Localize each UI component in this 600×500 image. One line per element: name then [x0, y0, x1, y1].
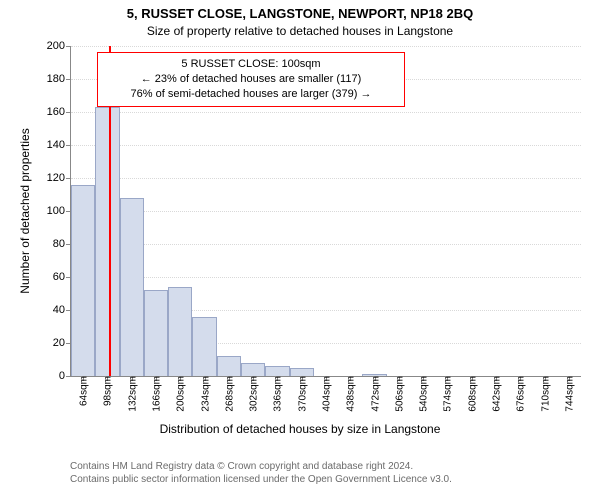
bar [71, 185, 95, 376]
xtick-label: 302sqm [247, 376, 260, 412]
annotation-line-2: ← 23% of detached houses are smaller (11… [106, 72, 396, 87]
bar [217, 356, 241, 376]
plot-area: 02040608010012014016018020064sqm98sqm132… [70, 46, 581, 377]
ytick-label: 160 [47, 106, 71, 118]
ytick-label: 20 [53, 337, 71, 349]
annotation-line-3: 76% of semi-detached houses are larger (… [106, 87, 396, 102]
ytick-label: 120 [47, 172, 71, 184]
bar [144, 290, 168, 376]
bar [120, 198, 144, 376]
xtick-label: 166sqm [150, 376, 163, 412]
x-axis-label: Distribution of detached houses by size … [0, 422, 600, 436]
gridline-h [71, 178, 581, 179]
xtick-label: 540sqm [417, 376, 430, 412]
xtick-label: 404sqm [320, 376, 333, 412]
chart-subtitle: Size of property relative to detached ho… [0, 24, 600, 38]
bar [241, 363, 265, 376]
footer-line-2: Contains public sector information licen… [70, 473, 452, 486]
gridline-h [71, 277, 581, 278]
ytick-label: 200 [47, 40, 71, 52]
xtick-label: 438sqm [344, 376, 357, 412]
bar [168, 287, 192, 376]
bar [265, 366, 289, 376]
xtick-label: 336sqm [271, 376, 284, 412]
xtick-label: 642sqm [490, 376, 503, 412]
gridline-h [71, 145, 581, 146]
ytick-label: 0 [59, 370, 71, 382]
bar [192, 317, 216, 376]
annotation-line-1: 5 RUSSET CLOSE: 100sqm [106, 57, 396, 72]
xtick-label: 676sqm [514, 376, 527, 412]
xtick-label: 132sqm [125, 376, 138, 412]
y-axis-label: Number of detached properties [18, 128, 32, 293]
ytick-label: 100 [47, 205, 71, 217]
gridline-h [71, 211, 581, 212]
annotation-box: 5 RUSSET CLOSE: 100sqm ← 23% of detached… [97, 52, 405, 107]
xtick-label: 64sqm [77, 376, 90, 406]
xtick-label: 472sqm [368, 376, 381, 412]
bar [362, 374, 386, 376]
xtick-label: 268sqm [222, 376, 235, 412]
ytick-label: 40 [53, 304, 71, 316]
bar [95, 107, 119, 376]
ytick-label: 180 [47, 73, 71, 85]
gridline-h [71, 46, 581, 47]
ytick-label: 140 [47, 139, 71, 151]
xtick-label: 200sqm [174, 376, 187, 412]
ytick-label: 60 [53, 271, 71, 283]
xtick-label: 608sqm [465, 376, 478, 412]
xtick-label: 744sqm [562, 376, 575, 412]
bar [290, 368, 314, 376]
chart-title: 5, RUSSET CLOSE, LANGSTONE, NEWPORT, NP1… [0, 6, 600, 21]
footer-line-1: Contains HM Land Registry data © Crown c… [70, 460, 452, 473]
xtick-label: 506sqm [392, 376, 405, 412]
xtick-label: 98sqm [101, 376, 114, 406]
gridline-h [71, 112, 581, 113]
ytick-label: 80 [53, 238, 71, 250]
footer-text: Contains HM Land Registry data © Crown c… [70, 460, 452, 486]
xtick-label: 370sqm [295, 376, 308, 412]
chart-container: { "title": { "text": "5, RUSSET CLOSE, L… [0, 0, 600, 500]
xtick-label: 574sqm [441, 376, 454, 412]
xtick-label: 234sqm [198, 376, 211, 412]
xtick-label: 710sqm [538, 376, 551, 412]
gridline-h [71, 244, 581, 245]
